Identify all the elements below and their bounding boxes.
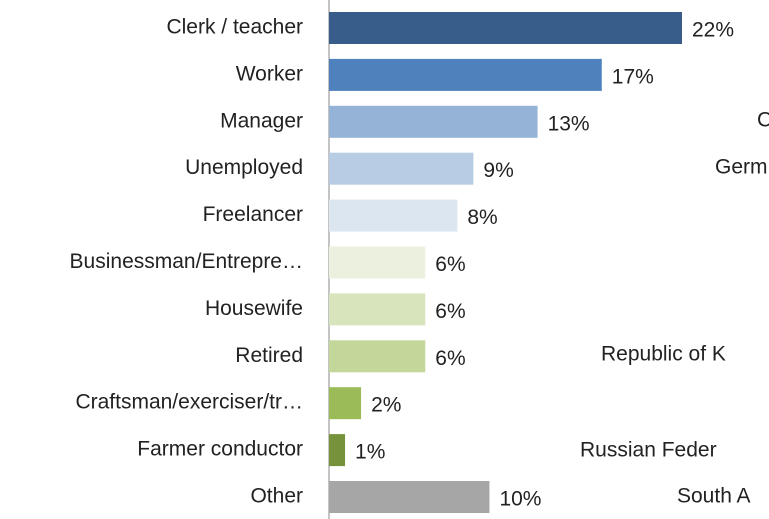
value-label: 9% [483,159,513,182]
category-label: Freelancer [203,203,303,226]
bar [329,12,682,44]
value-label: 10% [499,488,541,511]
category-label: Farmer conductor [137,438,303,461]
value-label: 2% [371,394,401,417]
value-label: 13% [548,112,590,135]
category-label: Businessman/Entrepre… [70,250,303,273]
bar [329,481,490,513]
bar [329,293,426,326]
category-label: Manager [220,109,303,132]
value-label: 6% [435,347,465,370]
bar [329,434,346,467]
bar [329,199,458,232]
bar [329,152,474,185]
bar [329,340,426,373]
cropped-label: Germ [715,156,768,179]
cropped-label: C [757,109,769,132]
cropped-label: Russian Feder [580,439,717,462]
bar [329,246,426,279]
value-label: 8% [467,206,497,229]
category-label: Unemployed [185,156,303,179]
category-label: Other [250,485,303,508]
category-label: Clerk / teacher [166,16,303,39]
value-label: 22% [692,19,734,42]
value-label: 1% [355,441,385,464]
value-label: 6% [435,300,465,323]
value-label: 6% [435,253,465,276]
value-label: 17% [612,65,654,88]
cropped-label: South A [677,485,751,508]
category-label: Craftsman/exerciser/tr… [75,391,303,414]
bar [329,105,538,138]
cropped-label: Republic of K [601,343,726,366]
category-label: Housewife [205,297,303,320]
category-label: Retired [235,344,303,367]
bar [329,387,362,420]
category-label: Worker [236,62,303,85]
bar [329,58,602,91]
